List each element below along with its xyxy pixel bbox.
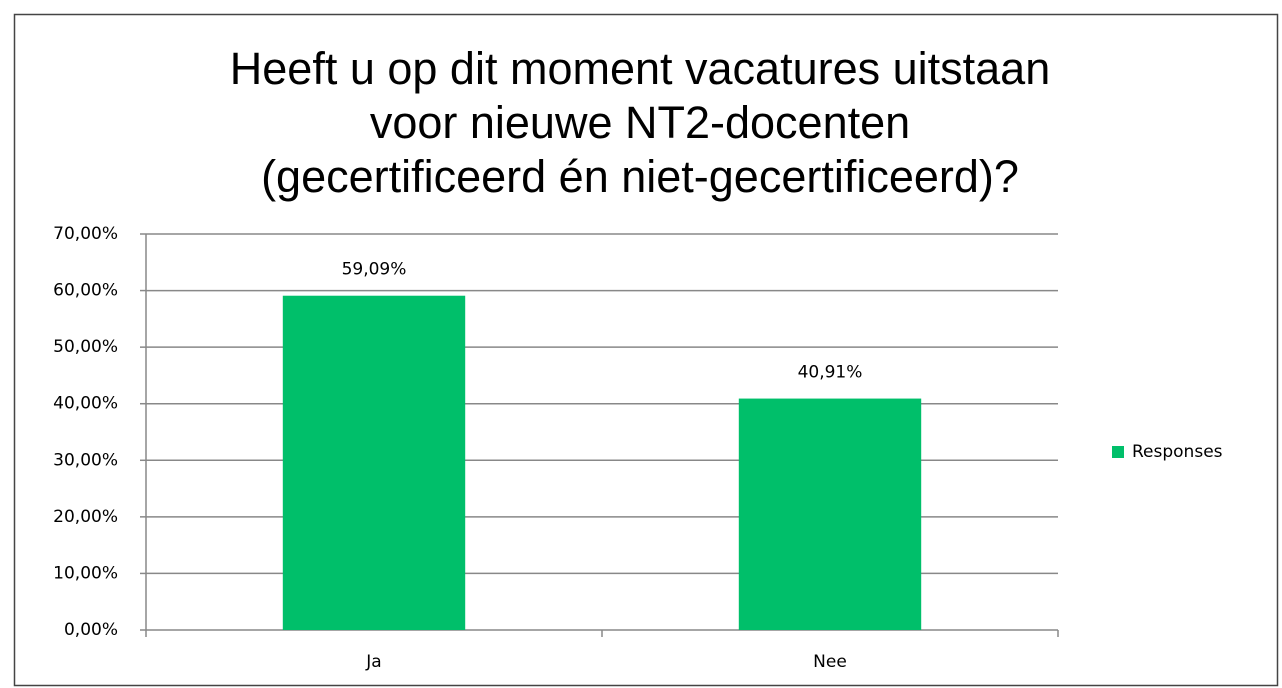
y-tick-label: 60,00%: [53, 281, 118, 301]
y-tick-label: 10,00%: [53, 563, 118, 583]
bar: [738, 398, 922, 630]
bar: [282, 295, 466, 630]
chart-title: Heeft u op dit moment vacatures uitstaan: [230, 43, 1050, 94]
value-label: 59,09%: [342, 260, 407, 280]
y-tick-label: 30,00%: [53, 450, 118, 470]
y-tick-label: 70,00%: [53, 224, 118, 244]
y-tick-label: 50,00%: [53, 337, 118, 357]
legend-label: Responses: [1132, 442, 1223, 462]
y-tick-label: 20,00%: [53, 507, 118, 527]
x-tick-label: Ja: [365, 652, 381, 672]
value-label: 40,91%: [798, 363, 863, 383]
y-tick-label: 40,00%: [53, 394, 118, 414]
x-tick-label: Nee: [813, 652, 847, 672]
y-tick-label: 0,00%: [64, 620, 118, 640]
chart-title: voor nieuwe NT2-docenten: [370, 97, 910, 148]
legend-swatch: [1112, 446, 1124, 458]
chart-title: (gecertificeerd én niet-gecertificeerd)?: [261, 151, 1019, 202]
